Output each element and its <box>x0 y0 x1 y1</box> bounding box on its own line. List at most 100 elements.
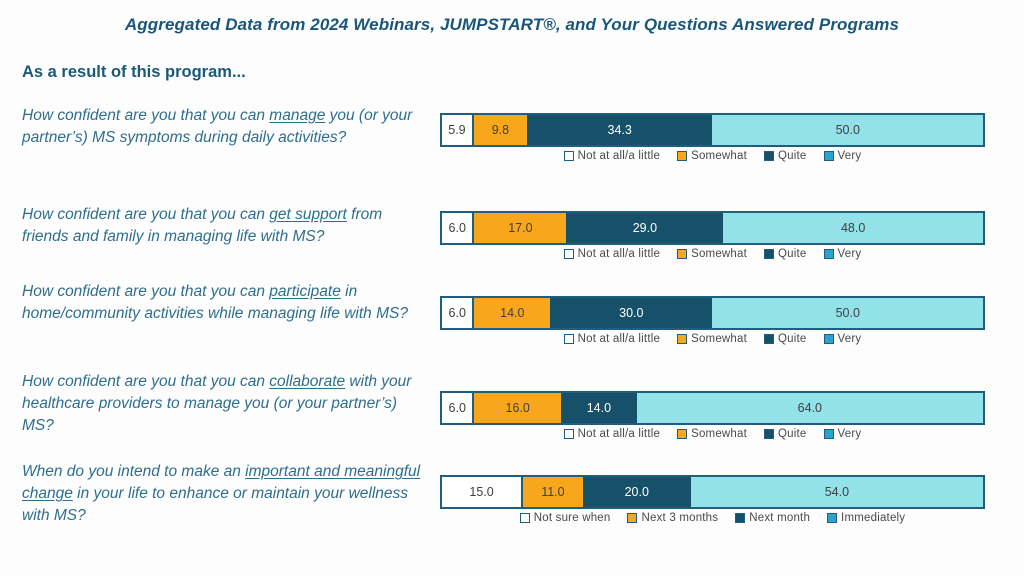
legend-item: Immediately <box>827 512 905 524</box>
legend-item: Quite <box>764 248 807 260</box>
legend-label: Not at all/a little <box>577 333 661 345</box>
question-underlined: important and meaningful change <box>22 463 421 502</box>
legend-marker-icon <box>563 334 574 344</box>
legend-item: Next month <box>735 512 810 524</box>
segment-value: 9.8 <box>491 123 510 137</box>
legend-marker-icon <box>563 151 574 161</box>
legend-item: Not at all/a little <box>563 428 660 440</box>
question-underlined: get support <box>269 206 347 223</box>
question-text-5: When do you intend to make an important … <box>22 461 430 527</box>
question-pre: How confident are you that you can <box>22 373 270 390</box>
question-text-3: How confident are you that you can parti… <box>22 281 430 325</box>
legend-item: Very <box>823 150 862 162</box>
bar-segment-very: 48.0 <box>723 213 983 243</box>
legend-marker-icon <box>735 513 746 523</box>
legend-label: Next month <box>749 512 811 524</box>
legend-marker-icon <box>677 429 688 439</box>
legend-marker-icon <box>677 151 688 161</box>
segment-value: 34.3 <box>607 123 632 137</box>
question-underlined: collaborate <box>269 373 346 390</box>
legend-marker-icon <box>563 249 574 259</box>
legend-item: Very <box>823 428 862 440</box>
legend-label: Not at all/a little <box>577 150 661 162</box>
legend-label: Quite <box>778 248 807 260</box>
segment-value: 29.0 <box>632 221 658 235</box>
segment-value: 6.0 <box>448 306 466 320</box>
legend-item: Next 3 months <box>627 512 718 524</box>
segment-value: 6.0 <box>448 401 466 415</box>
question-post: from friends and family in managing life… <box>22 206 383 245</box>
question-text-2: How confident are you that you can get s… <box>22 204 430 248</box>
legend-label: Not sure when <box>533 512 611 524</box>
segment-value: 15.0 <box>469 485 494 499</box>
legend-item: Somewhat <box>677 333 747 345</box>
segment-value: 20.0 <box>624 485 649 499</box>
segment-value: 50.0 <box>835 123 860 137</box>
question-post: in your life to enhance or maintain your… <box>22 485 409 524</box>
legend-label: Not at all/a little <box>577 248 661 260</box>
bar-segment-very: 50.0 <box>712 298 983 328</box>
legend-item: Not at all/a little <box>563 248 661 260</box>
legend: Not at all/a little Somewhat Quite Very <box>440 248 985 260</box>
segment-value: 48.0 <box>840 221 866 235</box>
question-underlined: manage <box>269 107 326 124</box>
segment-value: 5.9 <box>448 123 466 137</box>
bar-segment-not-sure-when: 15.0 <box>442 477 524 507</box>
legend-marker-icon <box>823 429 834 439</box>
legend-marker-icon <box>764 151 775 161</box>
legend-item: Quite <box>764 333 807 345</box>
legend: Not sure when Next 3 months Next month I… <box>440 512 985 524</box>
legend-label: Quite <box>778 333 807 345</box>
bar-segment-not-at-all: 5.9 <box>442 115 474 145</box>
legend-item: Not at all/a little <box>563 150 661 162</box>
segment-value: 11.0 <box>541 485 565 499</box>
legend-marker-icon <box>823 249 834 259</box>
stacked-bar-chart-3: 6.0 14.0 30.0 50.0 Not at all/a little S… <box>440 296 985 345</box>
segment-value: 54.0 <box>824 485 850 499</box>
legend-marker-icon <box>627 513 638 523</box>
bar-segment-not-at-all: 6.0 <box>442 298 475 328</box>
legend-marker-icon <box>823 334 834 344</box>
segment-value: 14.0 <box>586 401 612 415</box>
legend-item: Somewhat <box>677 150 747 162</box>
segment-value: 50.0 <box>835 306 860 320</box>
question-pre: How confident are you that you can <box>22 283 270 300</box>
legend-label: Very <box>837 333 862 345</box>
question-pre: When do you intend to make an <box>22 463 246 480</box>
legend-label: Very <box>837 248 862 260</box>
section-heading: As a result of this program... <box>22 63 246 81</box>
legend-label: Immediately <box>841 512 906 524</box>
legend-item: Very <box>823 248 862 260</box>
legend-label: Very <box>837 150 862 162</box>
question-underlined: participate <box>269 283 341 300</box>
stacked-bar: 15.0 11.0 20.0 54.0 <box>440 475 985 509</box>
question-pre: How confident are you that you can <box>22 107 270 124</box>
segment-value: 16.0 <box>505 401 530 415</box>
question-pre: How confident are you that you can <box>22 206 270 223</box>
segment-value: 64.0 <box>797 401 823 415</box>
stacked-bar: 6.0 14.0 30.0 50.0 <box>440 296 985 330</box>
legend-item: Quite <box>764 150 807 162</box>
stacked-bar: 6.0 17.0 29.0 48.0 <box>440 211 985 245</box>
legend-label: Somewhat <box>691 333 748 345</box>
legend-label: Quite <box>778 428 807 440</box>
legend-marker-icon <box>677 334 688 344</box>
question-text-4: How confident are you that you can colla… <box>22 371 430 437</box>
legend-marker-icon <box>764 249 775 259</box>
bar-segment-not-at-all: 6.0 <box>442 393 475 423</box>
legend-marker-icon <box>519 513 530 523</box>
legend-marker-icon <box>823 151 834 161</box>
question-text-1: How confident are you that you can manag… <box>22 105 430 149</box>
legend-marker-icon <box>563 429 574 439</box>
legend: Not at all/a little Somewhat Quite Very <box>440 333 985 345</box>
legend-marker-icon <box>764 334 775 344</box>
legend-item: Very <box>823 333 862 345</box>
stacked-bar: 6.0 16.0 14.0 64.0 <box>440 391 985 425</box>
legend: Not at all/a little Somewhat Quite Very <box>440 428 985 440</box>
stacked-bar-chart-5: 15.0 11.0 20.0 54.0 Not sure when Next 3… <box>440 475 985 524</box>
bar-segment-very: 50.0 <box>712 115 983 145</box>
legend-label: Somewhat <box>691 428 748 440</box>
page-title: Aggregated Data from 2024 Webinars, JUMP… <box>124 15 900 34</box>
legend-label: Somewhat <box>691 248 748 260</box>
